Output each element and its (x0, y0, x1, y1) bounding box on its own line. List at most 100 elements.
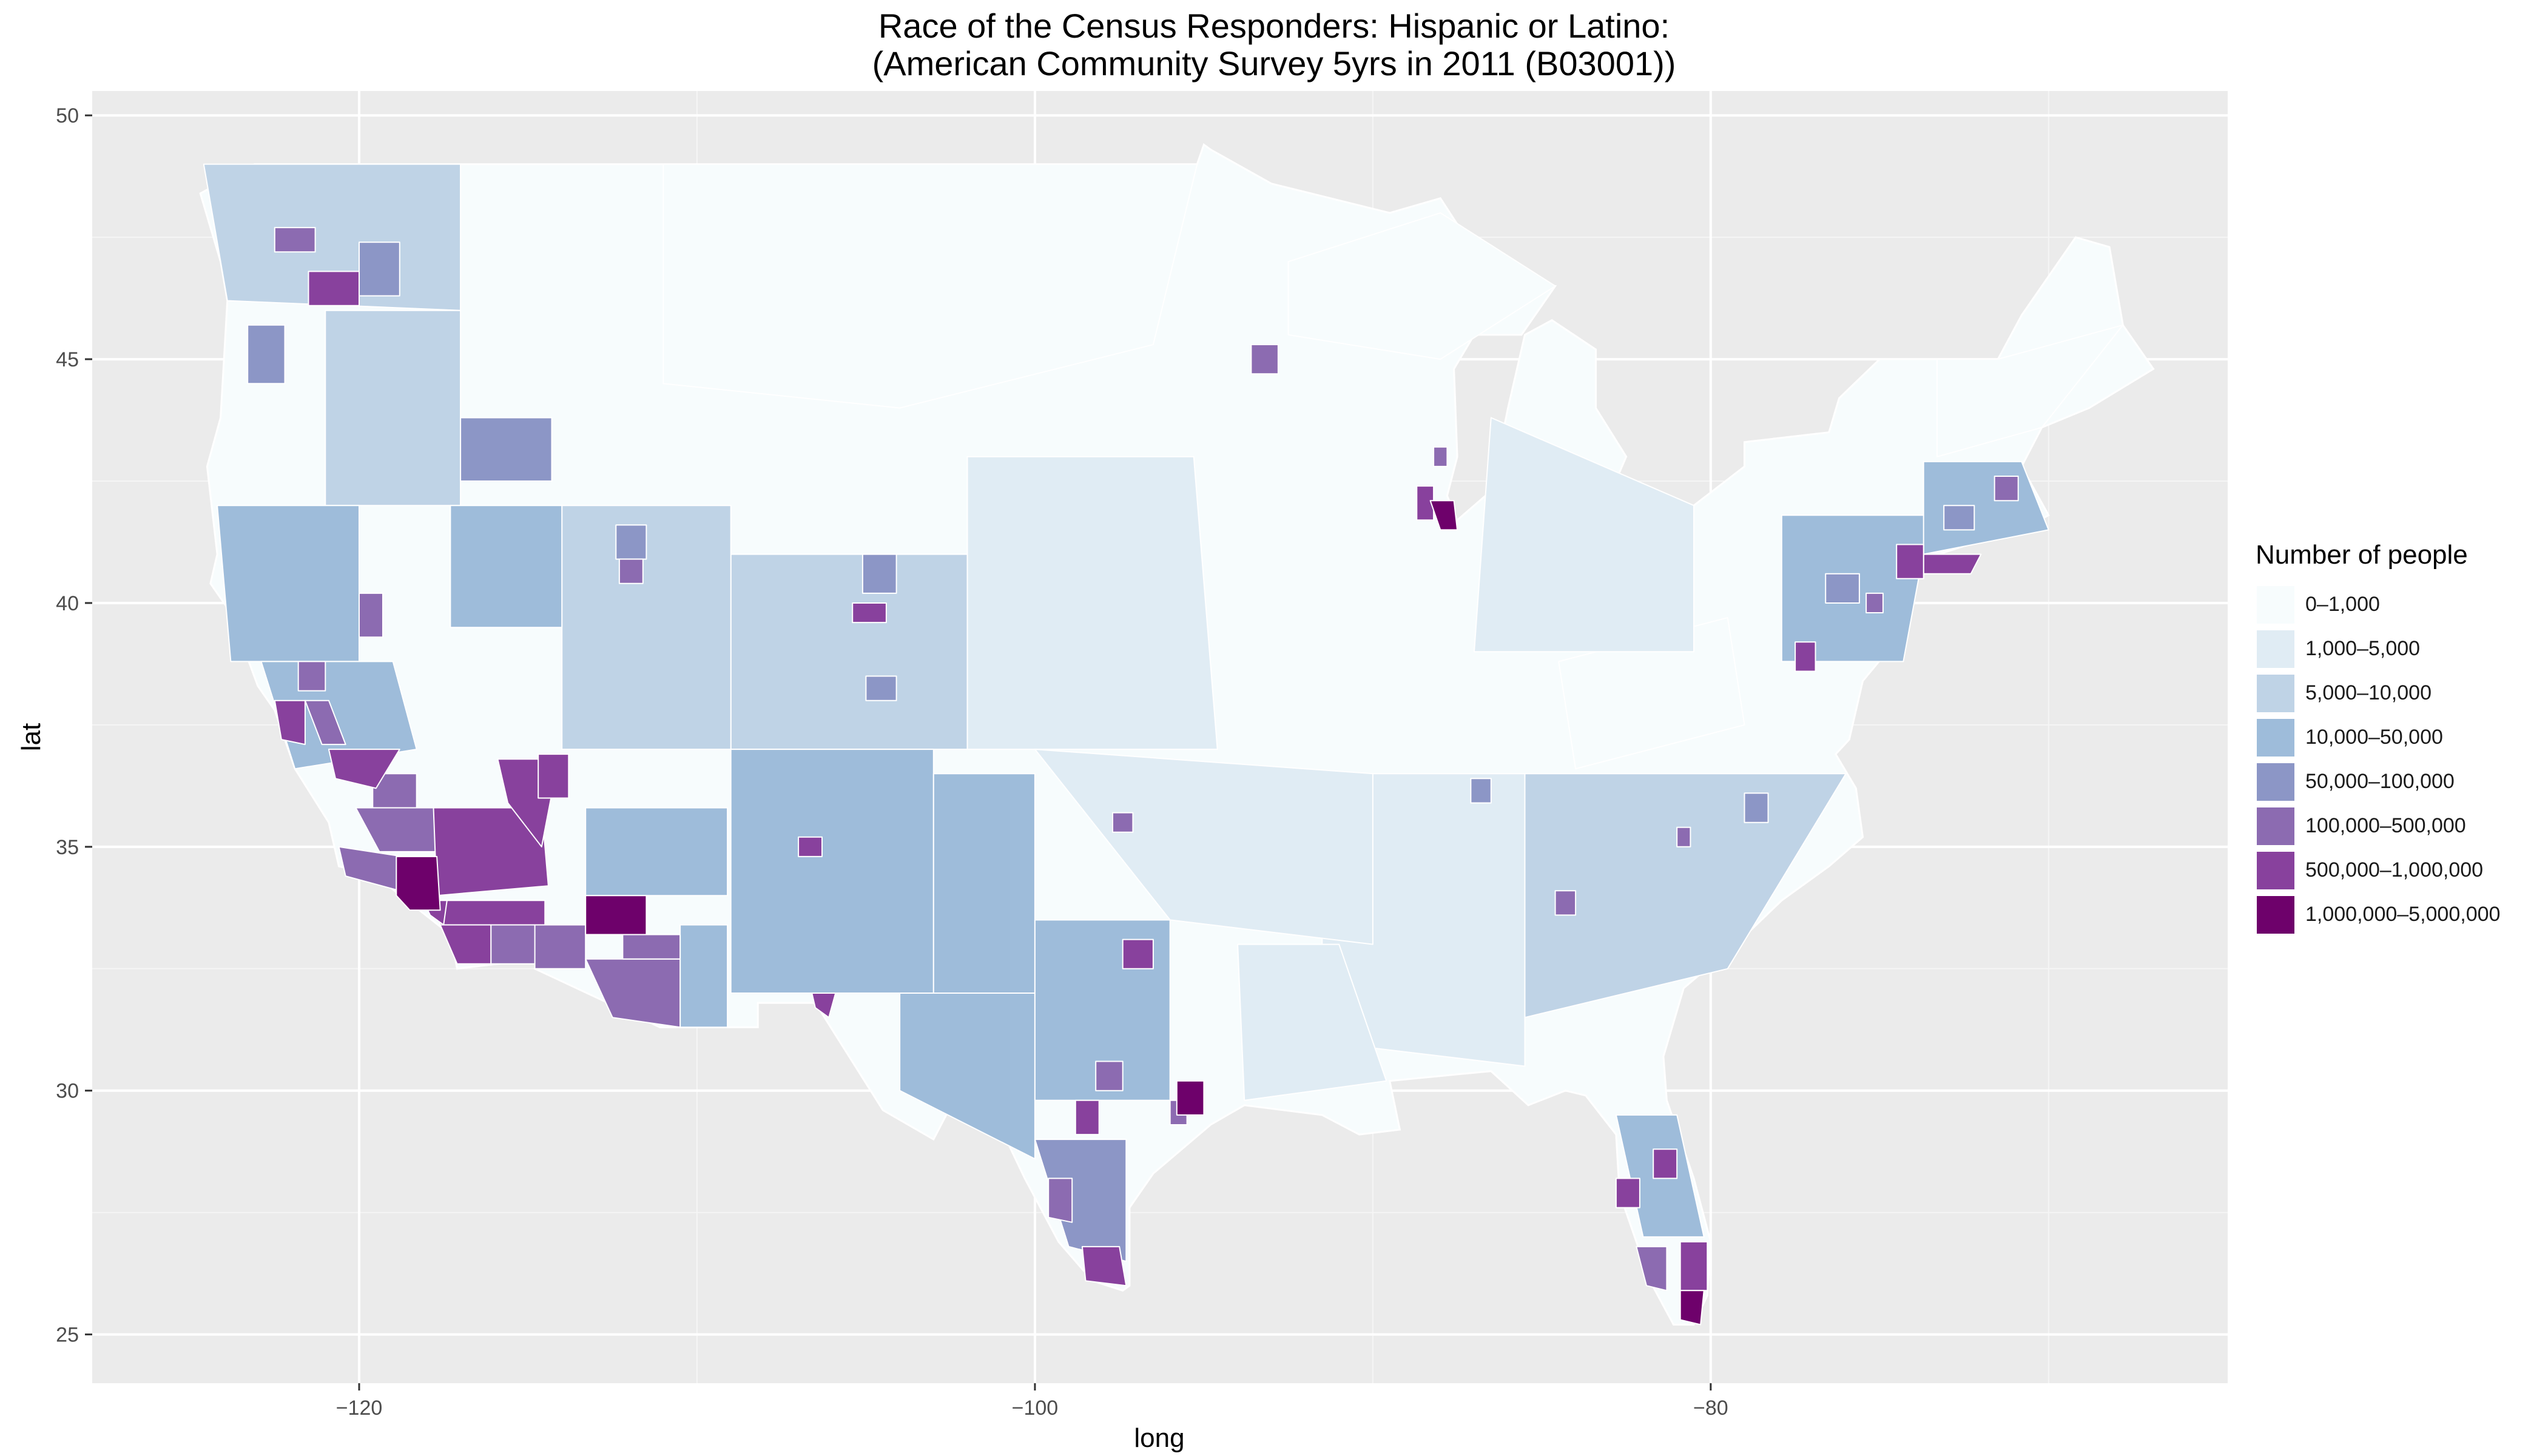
county-region (1866, 592, 1884, 613)
chart-title-line-2: (American Community Survey 5yrs in 2011 … (872, 44, 1676, 83)
legend-swatch (2256, 717, 2296, 758)
legend-item: 5,000–10,000 (2256, 671, 2500, 715)
legend-label: 500,000–1,000,000 (2305, 858, 2484, 881)
county-region (1636, 1245, 1668, 1292)
map-layer (199, 143, 2155, 1326)
county-region (1095, 1060, 1124, 1091)
county-region (1653, 1148, 1678, 1179)
legend-swatch (2256, 584, 2296, 625)
county-region (460, 417, 553, 482)
y-tick-label: 35 (56, 836, 79, 859)
county-region (1250, 344, 1279, 375)
county-region (662, 163, 1198, 409)
county-region (1416, 485, 1435, 521)
county-region (932, 773, 1036, 994)
county-region (1744, 792, 1769, 823)
legend-label: 1,000–5,000 (2305, 637, 2421, 660)
y-tick-label: 30 (56, 1080, 79, 1103)
county-region (304, 699, 346, 746)
legend-label: 50,000–100,000 (2305, 770, 2455, 793)
county-region (1676, 826, 1691, 848)
axes: −120 −100 −80 25 30 35 40 45 50 (56, 104, 1728, 1420)
county-region (1034, 749, 1373, 945)
county-region (730, 553, 968, 750)
x-tick-label: −100 (1012, 1397, 1059, 1420)
legend-item: 500,000–1,000,000 (2256, 848, 2500, 892)
county-region (1923, 553, 1982, 575)
y-tick-label: 25 (56, 1324, 79, 1347)
county-region (1081, 1245, 1127, 1287)
county-region (274, 699, 306, 746)
county-region (1524, 773, 1847, 1019)
county-region (1074, 1099, 1100, 1136)
county-region (325, 309, 462, 507)
county-region (297, 661, 326, 692)
county-region (439, 924, 492, 965)
legend-items: 0–1,000 1,000–5,000 5,000–10,000 10,000–50,… (2256, 582, 2500, 937)
county-region (811, 993, 837, 1019)
county-region (359, 241, 400, 297)
county-region (852, 602, 887, 624)
legend-swatch (2256, 894, 2296, 935)
county-region (328, 749, 400, 789)
legend-swatch (2256, 673, 2296, 713)
county-region (217, 505, 360, 662)
y-tick-label: 50 (56, 104, 79, 127)
legend-item: 0–1,000 (2256, 582, 2500, 627)
county-region (618, 558, 644, 584)
legend-item: 100,000–500,000 (2256, 804, 2500, 848)
county-region (861, 553, 897, 594)
legend-item: 50,000–100,000 (2256, 760, 2500, 804)
county-region (436, 900, 546, 926)
legend-swatch (2256, 761, 2296, 802)
y-axis-title: lat (16, 723, 46, 751)
legend-item: 1,000–5,000 (2256, 627, 2500, 671)
county-region (1474, 417, 1694, 653)
county-region (534, 924, 587, 969)
county-region (450, 505, 563, 629)
county-region (679, 924, 729, 1028)
y-tick-label: 45 (56, 348, 79, 371)
legend-item: 10,000–50,000 (2256, 715, 2500, 760)
legend-item: 1,000,000–5,000,000 (2256, 892, 2500, 937)
county-region (308, 271, 360, 306)
county-region (1287, 212, 1556, 360)
county-region (1554, 890, 1577, 916)
legend-swatch (2256, 850, 2296, 891)
county-region (585, 895, 647, 935)
legend-label: 5,000–10,000 (2305, 681, 2432, 704)
legend-label: 0–1,000 (2305, 593, 2380, 616)
x-tick-label: −120 (336, 1397, 383, 1420)
county-region (1112, 812, 1134, 833)
county-region (1237, 943, 1387, 1101)
county-region (615, 524, 647, 560)
county-region (1896, 544, 1924, 579)
county-region (1679, 1290, 1705, 1326)
county-region (585, 807, 729, 897)
county-region (865, 675, 897, 701)
legend-label: 100,000–500,000 (2305, 814, 2466, 837)
county-region (730, 749, 934, 994)
county-region (1470, 778, 1492, 804)
legend-title: Number of people (2256, 540, 2468, 570)
county-region (1679, 1241, 1708, 1292)
y-tick-label: 40 (56, 592, 79, 615)
county-region (1795, 641, 1816, 672)
chart-title-line-1: Race of the Census Responders: Hispanic … (878, 7, 1670, 45)
county-region (798, 836, 823, 857)
county-region (1122, 939, 1154, 969)
county-region (622, 934, 681, 960)
county-region (1825, 573, 1860, 604)
legend-swatch (2256, 629, 2296, 669)
legend-label: 1,000,000–5,000,000 (2305, 903, 2501, 926)
county-region (1429, 500, 1458, 531)
county-region (1176, 1080, 1205, 1116)
county-region (1936, 324, 2124, 457)
legend: Number of people 0–1,000 1,000–5,000 5,000… (2256, 540, 2500, 937)
county-region (1994, 476, 2019, 502)
x-axis-title: long (1134, 1423, 1184, 1453)
county-region (1943, 505, 1975, 531)
county-region (1433, 446, 1448, 467)
county-region (359, 592, 383, 638)
